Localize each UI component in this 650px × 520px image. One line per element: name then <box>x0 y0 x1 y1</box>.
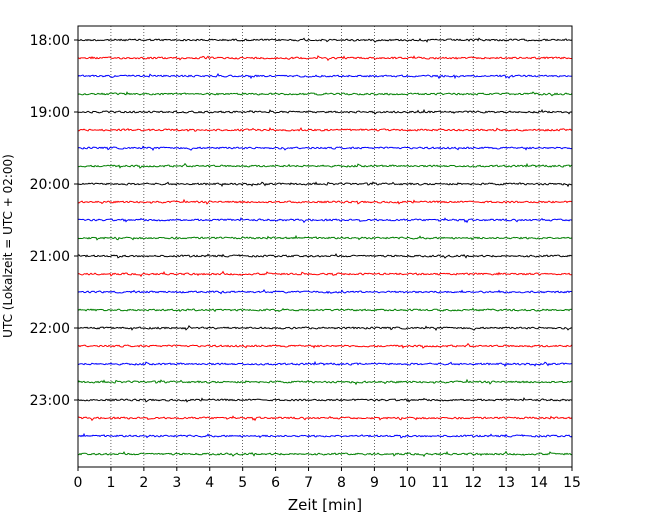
trace-line <box>77 342 573 349</box>
trace-line <box>77 270 573 278</box>
y-tick-label: 23:00 <box>30 393 70 409</box>
x-tick-label: 14 <box>530 475 548 491</box>
trace-line <box>77 55 573 62</box>
trace-line <box>77 397 573 403</box>
trace-line <box>77 91 573 97</box>
trace-line <box>77 450 573 458</box>
y-tick-label: 21:00 <box>30 249 70 265</box>
x-axis: 0 1 2 3 4 5 6 7 8 9 10 11 12 13 14 15 <box>74 467 581 491</box>
x-tick-label: 10 <box>398 475 416 491</box>
y-axis: 18:00 19:00 20:00 21:00 22:00 23:00 <box>30 33 78 409</box>
x-tick-label: 1 <box>106 475 115 491</box>
trace-line <box>77 253 573 259</box>
x-tick-label: 0 <box>74 475 83 491</box>
trace-line <box>77 307 573 313</box>
x-axis-label: Zeit [min] <box>288 496 362 514</box>
trace-line <box>77 162 573 169</box>
trace-line <box>77 234 573 241</box>
x-tick-label: 8 <box>337 475 346 491</box>
x-tick-label: 13 <box>497 475 515 491</box>
x-tick-label: 9 <box>370 475 379 491</box>
y-tick-label: 18:00 <box>30 33 70 49</box>
x-tick-label: 6 <box>271 475 280 491</box>
trace-line <box>77 378 573 386</box>
y-axis-label: UTC (Lokalzeit = UTC + 02:00) <box>1 154 15 338</box>
plot-frame <box>77 25 573 468</box>
x-tick-label: 12 <box>464 475 482 491</box>
x-tick-label: 15 <box>563 475 581 491</box>
y-tick-label: 22:00 <box>30 321 70 337</box>
trace-line <box>77 37 573 43</box>
x-tick-label: 5 <box>238 475 247 491</box>
trace-line <box>77 324 573 331</box>
trace-line <box>77 289 573 295</box>
trace-line <box>77 415 573 422</box>
x-tick-label: 4 <box>205 475 214 491</box>
x-tick-label: 7 <box>304 475 313 491</box>
trace-line <box>77 127 573 132</box>
x-tick-label: 3 <box>172 475 181 491</box>
x-tick-label: 2 <box>139 475 148 491</box>
trace-line <box>77 73 573 80</box>
trace-line <box>77 145 573 151</box>
trace-line <box>77 217 573 224</box>
trace-group <box>77 37 573 458</box>
y-tick-label: 19:00 <box>30 105 70 121</box>
trace-line <box>77 108 573 115</box>
trace-line <box>77 198 573 205</box>
trace-line <box>77 360 573 368</box>
trace-line <box>77 181 572 188</box>
trace-line <box>77 432 573 439</box>
x-tick-label: 11 <box>431 475 449 491</box>
y-tick-label: 20:00 <box>30 177 70 193</box>
